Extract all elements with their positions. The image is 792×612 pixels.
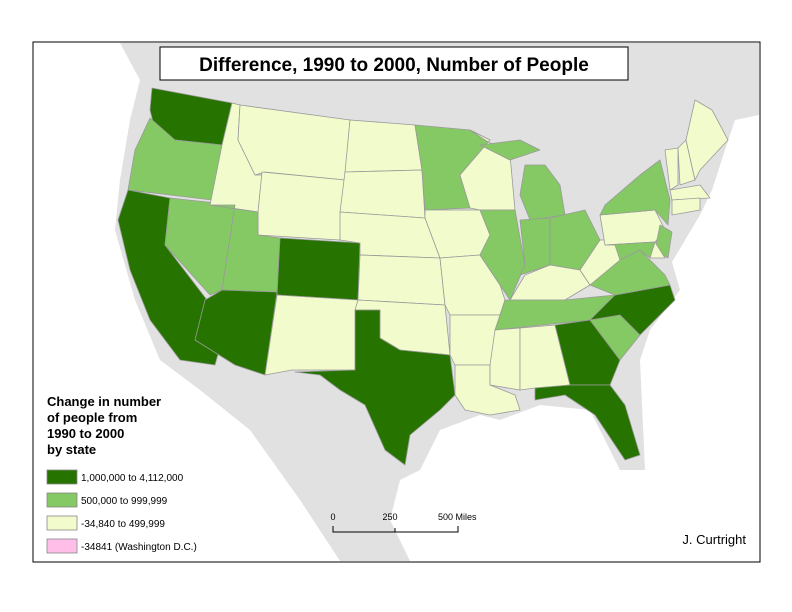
map-title: Difference, 1990 to 2000, Number of Peop… [199,55,589,76]
state [276,237,361,301]
legend-label: 500,000 to 999,999 [81,496,168,507]
state [489,327,521,391]
legend-label: 1,000,000 to 4,112,000 [81,473,184,484]
scale-bar: 0 250 500 Miles [330,512,477,533]
scale-label: 250 [382,512,397,522]
state [669,184,711,201]
legend-swatch [46,538,78,554]
state [339,169,426,219]
scale-label: 0 [330,512,335,522]
state [599,159,671,226]
state [671,197,701,216]
title-box [159,46,629,81]
state [344,119,423,173]
legend-swatch [46,515,78,531]
legend-title: of people from [47,410,137,425]
legend-title: Change in number [47,394,161,409]
state [357,254,446,306]
scale-line [332,526,459,533]
legend-title: by state [47,442,96,457]
legend-label: -34841 (Washington D.C.) [81,542,197,553]
state [649,241,666,259]
state [554,319,621,386]
state [264,294,359,376]
state [479,209,526,301]
states [117,87,729,466]
state [664,147,679,191]
state [519,217,551,276]
legend-label: -34,840 to 499,999 [81,519,165,530]
state [257,171,346,241]
author: J. Curtright [682,532,746,547]
legend-title: 1990 to 2000 [47,426,124,441]
legend-swatch [46,469,78,485]
state [685,99,729,181]
state [599,209,666,246]
state [294,309,456,466]
scale-label: 500 Miles [438,512,477,522]
state [534,384,641,461]
state [479,139,541,161]
legend-swatch [46,492,78,508]
